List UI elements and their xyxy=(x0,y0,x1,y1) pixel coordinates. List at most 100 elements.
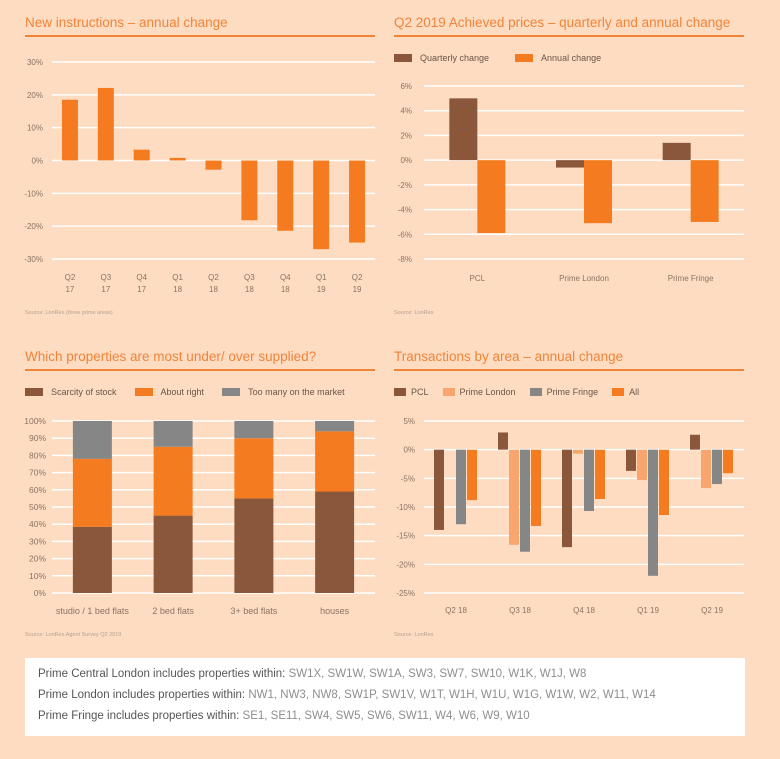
bar-too-many-on-the-market xyxy=(315,421,355,432)
x-tick-label: Q2 18 xyxy=(445,606,467,615)
chart-new-instructions: 30% 20% 10% 0% -10% -20% -30% Q2 17 Q3 17 Q4 17 Q1 18 Q… xyxy=(24,58,375,294)
legend-item: Scarcity of stock xyxy=(25,387,117,397)
y-tick-label: 5% xyxy=(403,417,415,426)
bar-annual-change xyxy=(169,157,186,161)
bar-prime-london xyxy=(637,449,647,481)
chart-transactions: 5% 0% -5% -10% -15% -20% -25% Q2 18 Q3 18 Q4 18 Q1… xyxy=(396,417,744,615)
bar-prime-fringe xyxy=(712,449,722,485)
bar-pcl xyxy=(690,434,700,450)
definition-prime-fringe: Prime Fringe includes properties within:… xyxy=(38,710,530,722)
bar-all xyxy=(531,449,541,526)
definition-prime-london: Prime London includes properties within:… xyxy=(38,689,656,701)
x-tick-label: houses xyxy=(320,606,350,616)
y-tick-label: 0% xyxy=(34,588,47,598)
area-definitions-box: Prime Central London includes properties… xyxy=(25,658,745,736)
x-tick-label: 2 bed flats xyxy=(152,606,194,616)
bar-annual-change xyxy=(313,160,330,250)
definition-label: Prime London includes properties within: xyxy=(38,689,249,701)
y-tick-label: 100% xyxy=(24,416,46,426)
legend-item: Prime London xyxy=(442,387,516,397)
legend-swatch xyxy=(134,388,153,396)
source-note: Source: LonRes Agent Survey Q2 2019 xyxy=(25,632,122,638)
legend-label: Too many on the market xyxy=(248,387,345,397)
chart-supply: 100% 90% 80% 70% 60% 50% 40% 30% 20% 10% 0% studio … xyxy=(24,416,375,616)
bar-prime-london xyxy=(573,449,583,454)
bar-annual-change xyxy=(349,160,366,243)
chart-title-new-instructions: New instructions – annual change xyxy=(25,15,228,30)
y-tick-label: 0% xyxy=(403,446,415,455)
bar-annual-change xyxy=(477,160,506,234)
y-tick-label: 40% xyxy=(29,519,46,529)
x-tick-label: Q1 19 xyxy=(637,606,659,615)
y-tick-label: 70% xyxy=(29,468,46,478)
title-rule xyxy=(394,35,744,37)
bar-too-many-on-the-market xyxy=(234,421,274,439)
bar-prime-fringe xyxy=(648,449,658,576)
y-tick-label: -30% xyxy=(24,255,43,264)
y-tick-label: -20% xyxy=(24,222,43,231)
bar-scarcity-of-stock xyxy=(315,491,355,593)
bar-annual-change xyxy=(241,160,258,221)
y-tick-label: 30% xyxy=(27,58,43,67)
legend-item: Prime Fringe xyxy=(529,387,598,397)
bar-pcl xyxy=(626,449,636,471)
bar-scarcity-of-stock xyxy=(72,526,112,593)
y-tick-label: 0% xyxy=(31,157,43,166)
bar-pcl xyxy=(498,432,508,450)
x-tick-label: Q3 18 xyxy=(509,606,531,615)
bar-quarterly-change xyxy=(662,142,691,161)
postcode-list: NW1, NW3, NW8, SW1P, SW1V, W1T, W1H, W1U… xyxy=(248,689,656,701)
title-rule xyxy=(25,35,375,37)
legend-item: All xyxy=(612,387,639,397)
x-tick-label: 3+ bed flats xyxy=(230,606,277,616)
y-tick-label: 10% xyxy=(27,124,43,133)
legend-swatch xyxy=(612,388,625,396)
y-tick-label: -15% xyxy=(396,532,415,541)
legend-transactions: PCL Prime London Prime Fringe All xyxy=(394,387,657,397)
y-tick-label: -10% xyxy=(396,503,415,512)
bar-about-right xyxy=(234,438,274,499)
x-tick-label: 19 xyxy=(353,285,362,294)
x-tick-label: Q3 xyxy=(244,273,255,282)
y-tick-label: 10% xyxy=(29,571,46,581)
x-tick-label: Q2 xyxy=(65,273,76,282)
definition-label: Prime Fringe includes properties within: xyxy=(38,710,243,722)
chart-achieved-prices: 6% 4% 2% 0% -2% -4% -6% -8% PCL Prime London Prime… xyxy=(398,82,744,283)
x-tick-label: Q4 18 xyxy=(573,606,595,615)
title-rule xyxy=(394,369,744,371)
legend-swatch xyxy=(515,54,534,62)
title-rule xyxy=(25,369,375,371)
bar-annual-change xyxy=(690,160,719,222)
postcode-list: SW1X, SW1W, SW1A, SW3, SW7, SW10, W1K, W… xyxy=(288,668,587,680)
legend-item: About right xyxy=(134,387,204,397)
x-tick-label: Prime London xyxy=(559,274,609,283)
source-note: Source: LonRes (three prime areas) xyxy=(25,310,113,316)
x-tick-label: 17 xyxy=(137,285,146,294)
bar-annual-change xyxy=(277,160,294,231)
x-tick-label: 17 xyxy=(65,285,74,294)
x-tick-label: 19 xyxy=(317,285,326,294)
legend-swatch xyxy=(442,388,455,396)
x-tick-label: Q3 xyxy=(100,273,111,282)
y-tick-label: 50% xyxy=(29,502,46,512)
legend-label: PCL xyxy=(411,387,429,397)
y-tick-label: 90% xyxy=(29,433,46,443)
x-tick-label: Q2 xyxy=(352,273,363,282)
y-tick-label: -5% xyxy=(401,474,415,483)
bar-annual-change xyxy=(133,149,150,161)
legend-swatch xyxy=(394,388,406,396)
x-tick-label: 18 xyxy=(281,285,290,294)
source-note: Source: LonRes xyxy=(394,310,434,316)
y-tick-label: 6% xyxy=(400,82,412,91)
x-tick-label: Q4 xyxy=(136,273,147,282)
definition-label: Prime Central London includes properties… xyxy=(38,668,289,680)
bar-quarterly-change xyxy=(556,160,584,168)
y-tick-label: 80% xyxy=(29,450,46,460)
bar-quarterly-change xyxy=(449,98,478,161)
legend-label: Scarcity of stock xyxy=(51,387,117,397)
y-tick-label: -2% xyxy=(398,181,412,190)
x-tick-label: Q1 xyxy=(316,273,327,282)
legend-item: PCL xyxy=(394,387,429,397)
legend-supply: Scarcity of stock About right Too many o… xyxy=(25,387,363,397)
bar-pcl xyxy=(562,449,572,548)
